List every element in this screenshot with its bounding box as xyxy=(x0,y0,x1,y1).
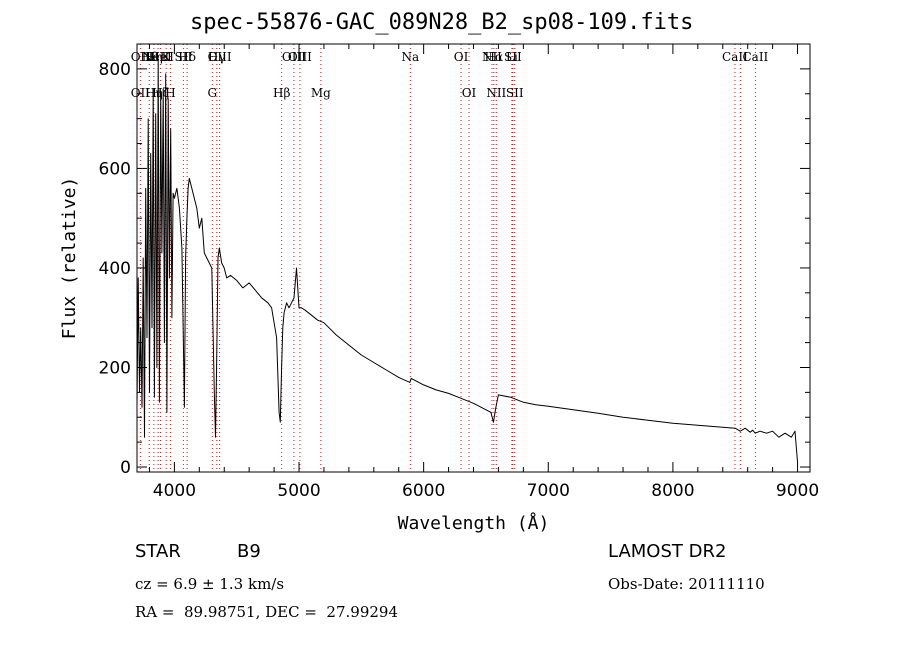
marker-label-bottom: H xyxy=(165,86,175,100)
marker-label-bottom: Hβ xyxy=(273,86,290,100)
marker-label-top: OIII xyxy=(208,50,232,64)
marker-label-top: Hγ xyxy=(208,50,226,64)
marker-label-top: Na xyxy=(401,50,419,64)
y-tick-label: 800 xyxy=(99,60,131,80)
y-axis-label: Flux (relative) xyxy=(59,177,80,340)
obs-date-text: Obs-Date: 20111110 xyxy=(608,575,765,593)
spectrum-line xyxy=(136,58,798,463)
y-tick-label: 400 xyxy=(99,259,131,279)
x-tick-label: 5000 xyxy=(277,481,320,501)
y-tick-label: 0 xyxy=(120,458,131,478)
marker-label-top: OIII xyxy=(288,50,312,64)
chart-title: spec-55876-GAC_089N28_B2_sp08-109.fits xyxy=(190,10,694,35)
x-tick-label: 7000 xyxy=(527,481,570,501)
object-class: STAR xyxy=(135,541,181,562)
marker-label-bottom: OII xyxy=(131,86,151,100)
marker-label-top: CaII xyxy=(742,50,768,64)
x-tick-label: 9000 xyxy=(776,481,819,501)
plot-frame xyxy=(136,43,811,473)
y-tick-label: 600 xyxy=(99,159,131,179)
redshift-text: cz = 6.9 ± 1.3 km/s xyxy=(135,575,285,593)
marker-label-top: HeI xyxy=(149,50,172,64)
marker-label-bottom: NII xyxy=(486,86,506,100)
marker-label-bottom: G xyxy=(207,86,217,100)
marker-label-top: OII xyxy=(131,50,151,64)
marker-label-top: OIII xyxy=(282,50,306,64)
marker-label-top: NeIII xyxy=(142,50,174,64)
marker-label-top: CaII xyxy=(722,50,748,64)
y-tick-label: 200 xyxy=(99,358,131,378)
marker-label-top: Li xyxy=(506,50,518,64)
marker-label-top: OI xyxy=(454,50,469,64)
marker-label-top: Hα xyxy=(485,50,504,64)
marker-label-bottom: Mg xyxy=(311,86,331,100)
x-axis-label: Wavelength (Å) xyxy=(398,512,550,534)
x-tick-label: 6000 xyxy=(402,481,445,501)
x-tick-label: 8000 xyxy=(651,481,694,501)
marker-label-bottom: OI xyxy=(462,86,477,100)
coords-text: RA = 89.98751, DEC = 27.99294 xyxy=(135,603,399,621)
marker-label-bottom: SII xyxy=(506,86,524,100)
x-tick-label: 4000 xyxy=(153,481,196,501)
marker-label-top: Hθ xyxy=(140,50,158,64)
survey-name: LAMOST DR2 xyxy=(608,541,727,562)
object-subclass: B9 xyxy=(237,541,261,562)
marker-label-top: Hδ xyxy=(178,50,196,64)
marker-label-top: SII xyxy=(504,50,522,64)
marker-label-top: NII xyxy=(482,50,502,64)
marker-label-top: K xyxy=(162,50,172,64)
marker-label-top: SII xyxy=(175,50,193,64)
